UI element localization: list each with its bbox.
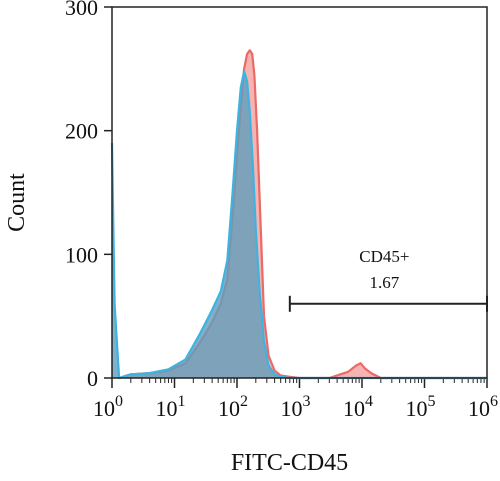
y-axis-ticks: 0 100 200 300 xyxy=(65,0,112,391)
x-tick-label: 105 xyxy=(406,393,436,421)
x-tick-label: 104 xyxy=(343,393,373,421)
x-tick-label: 106 xyxy=(468,393,498,421)
series-line-1 xyxy=(118,49,487,380)
x-tick-label: 100 xyxy=(93,393,123,421)
series-layer xyxy=(110,49,487,380)
x-tick-label: 103 xyxy=(281,393,311,421)
y-tick-label: 200 xyxy=(65,119,98,144)
x-axis-ticks: 100 101 102 103 104 105 106 xyxy=(93,378,498,421)
x-tick-label: 101 xyxy=(156,393,186,421)
x-tick-label: 102 xyxy=(218,393,248,421)
x-axis-label: FITC-CD45 xyxy=(231,450,348,476)
gate-value: 1.67 xyxy=(370,273,400,292)
y-tick-label: 100 xyxy=(65,242,98,267)
series-line-2 xyxy=(110,70,487,380)
y-tick-label: 300 xyxy=(65,0,98,20)
plot-frame xyxy=(111,6,488,379)
series-area-1 xyxy=(119,50,487,379)
gate-layer: CD45+ 1.67 xyxy=(288,247,488,312)
y-tick-label: 0 xyxy=(87,366,98,391)
series-area-2 xyxy=(112,71,487,379)
gate-label: CD45+ xyxy=(359,247,409,266)
y-axis-label: Count xyxy=(4,173,30,232)
